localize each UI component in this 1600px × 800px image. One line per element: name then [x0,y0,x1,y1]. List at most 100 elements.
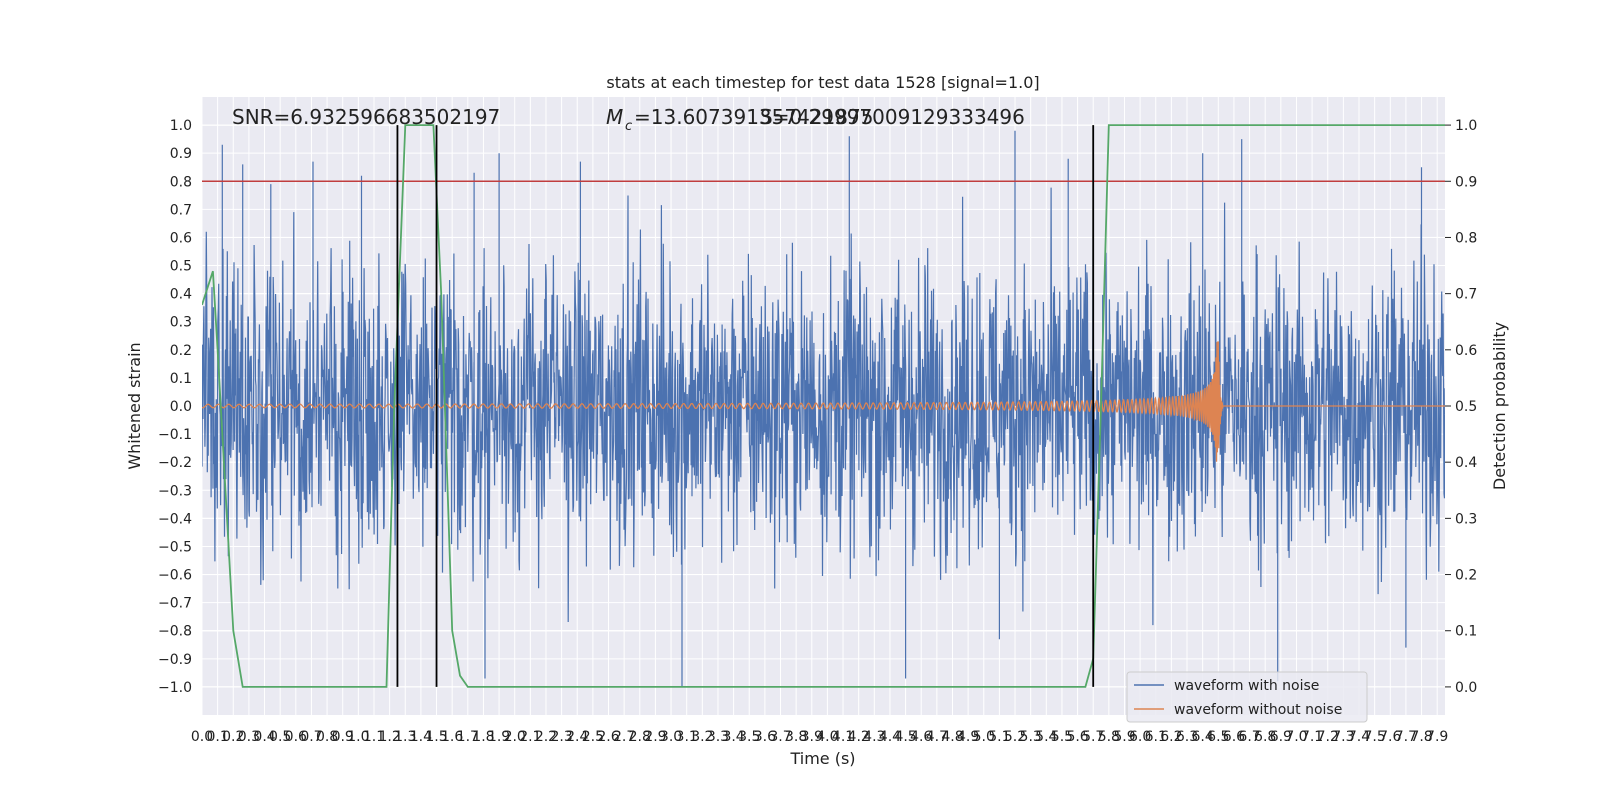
x-tick-label: 2.0 [504,729,526,745]
x-tick-label: 0.1 [207,729,229,745]
x-tick-label: 4.4 [879,729,901,745]
x-tick-label: 5.2 [1004,729,1026,745]
y-tick-label: −0.8 [158,624,192,640]
y-tick-label: 0.4 [170,287,192,303]
x-tick-label: 2.1 [519,729,541,745]
x-tick-label: 4.9 [957,729,979,745]
x-tick-label: 2.8 [629,729,651,745]
x-tick-label: 3.0 [660,729,682,745]
x-tick-label: 1.6 [441,729,463,745]
x-tick-label: 4.8 [941,729,963,745]
x-tick-label: 1.2 [378,729,400,745]
y-tick-label: 0.8 [170,174,192,190]
y-tick-label: −1.0 [158,680,192,696]
x-tick-label: 5.8 [1098,729,1120,745]
x-tick-label: 2.9 [644,729,666,745]
x-tick-label: 0.7 [300,729,322,745]
y-tick-label: 0.9 [170,146,192,162]
x-tick-label: 6.6 [1223,729,1245,745]
y-tick-label: −0.4 [158,511,192,527]
chirp-mass-subscript: c [625,119,632,134]
y-tick-label: −0.3 [158,483,192,499]
x-tick-label: 1.7 [457,729,479,745]
x-tick-label: 5.0 [973,729,995,745]
x-tick-label: 7.8 [1410,729,1432,745]
overlap-annotation: S=0.29997009129333496 [760,105,1025,129]
waveform-without-noise-line [202,341,1445,462]
y2-tick-label: 0.8 [1455,230,1477,246]
waveform-without-noise-series [202,341,1445,462]
x-tick-label: 3.7 [769,729,791,745]
y2-tick-label: 0.5 [1455,399,1477,415]
x-tick-label: 2.6 [597,729,619,745]
x-tick-label: 2.4 [566,729,588,745]
y-tick-label: −0.6 [158,568,192,584]
x-tick-label: 5.3 [1020,729,1042,745]
x-tick-label: 1.8 [472,729,494,745]
x-tick-label: 4.0 [816,729,838,745]
x-tick-label: 1.0 [347,729,369,745]
x-tick-label: 2.7 [613,729,635,745]
x-tick-label: 7.9 [1426,729,1448,745]
y-tick-label: 0.0 [170,399,192,415]
x-tick-label: 5.5 [1051,729,1073,745]
y-tick-label: −0.2 [158,455,192,471]
y-tick-label: 1.0 [170,118,192,134]
x-tick-label: 0.2 [222,729,244,745]
x-tick-label: 5.4 [1035,729,1057,745]
y-tick-label: 0.2 [170,343,192,359]
legend: waveform with noise waveform without noi… [1126,671,1368,723]
x-tick-label: 1.4 [410,729,432,745]
y-tick-label: −0.7 [158,596,192,612]
x-tick-label: 3.2 [691,729,713,745]
x-tick-label: 6.0 [1129,729,1151,745]
overlay [202,124,1445,688]
x-tick-label: 5.7 [1082,729,1104,745]
legend-box [1126,671,1368,723]
x-tick-label: 0.8 [316,729,338,745]
y2-tick-labels: 1.0 0.9 0.8 0.7 0.6 0.5 0.4 0.3 0.2 0.1 0.0 [1445,118,1477,696]
x-tick-label: 5.1 [988,729,1010,745]
x-tick-label: 3.9 [801,729,823,745]
y2-tick-label: 0.2 [1455,568,1477,584]
y2-tick-label: 0.3 [1455,511,1477,527]
x-tick-label: 6.9 [1270,729,1292,745]
y-tick-label: 0.5 [170,259,192,275]
x-tick-label: 0.6 [285,729,307,745]
x-tick-label: 7.3 [1332,729,1354,745]
x-tick-label: 7.7 [1395,729,1417,745]
x-tick-label: 2.5 [582,729,604,745]
x-tick-label: 3.1 [676,729,698,745]
x-tick-label: 0.0 [191,729,213,745]
x-tick-label: 4.5 [894,729,916,745]
chirp-mass-symbol: M [606,105,623,129]
y2-tick-label: 0.9 [1455,174,1477,190]
y-tick-labels: 1.0 0.9 0.8 0.7 0.6 0.5 0.4 0.3 0.2 0.1 0.0 −0.1 −0.… [158,118,192,696]
y2-axis-label: Detection probability [1490,322,1509,490]
x-tick-label: 5.6 [1066,729,1088,745]
x-tick-label: 7.2 [1317,729,1339,745]
y2-tick-label: 0.0 [1455,680,1477,696]
x-tick-label: 7.0 [1285,729,1307,745]
x-tick-label: 4.6 [910,729,932,745]
plot-content [202,124,1445,688]
x-tick-label: 0.9 [332,729,354,745]
y2-tick-label: 1.0 [1455,118,1477,134]
y-tick-label: 0.6 [170,230,192,246]
x-tick-label: 1.9 [488,729,510,745]
legend-label-noise: waveform with noise [1174,678,1319,694]
x-tick-label: 6.1 [1145,729,1167,745]
x-tick-label: 3.6 [754,729,776,745]
x-tick-labels: 0.00.10.20.30.40.50.60.70.80.91.01.11.21… [191,729,1448,745]
x-tick-label: 7.6 [1379,729,1401,745]
x-tick-label: 2.3 [550,729,572,745]
x-tick-label: 6.8 [1254,729,1276,745]
y-tick-label: −0.5 [158,539,192,555]
x-tick-label: 6.4 [1192,729,1214,745]
x-tick-label: 2.2 [535,729,557,745]
y-tick-label: −0.1 [158,427,192,443]
chirp-mass-annotation: =13.607391357421875 [634,105,873,129]
x-tick-label: 3.8 [785,729,807,745]
